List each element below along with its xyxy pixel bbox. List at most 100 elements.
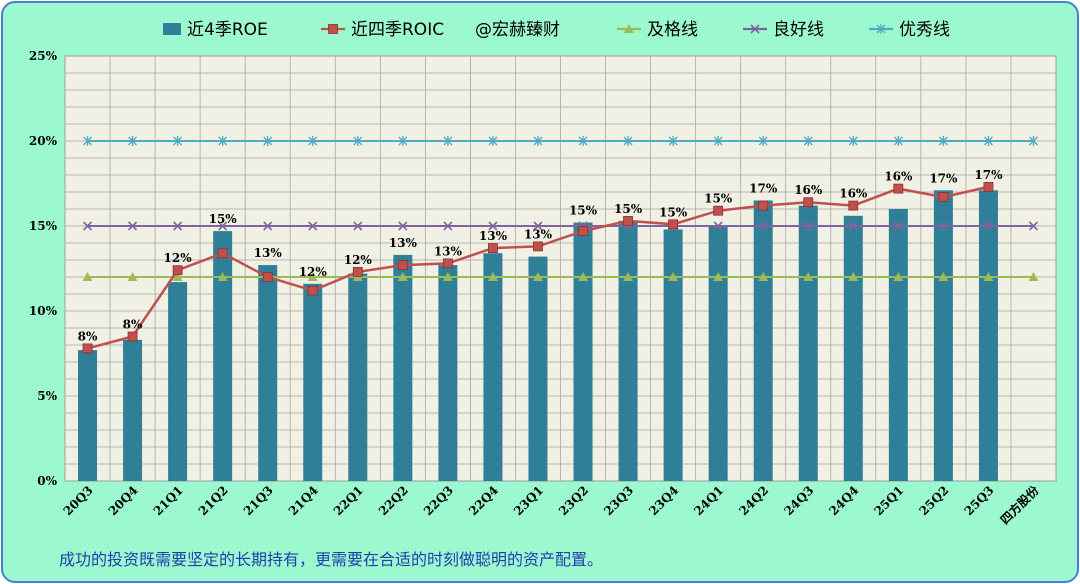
- x-tick-label: 24Q1: [691, 483, 726, 518]
- data-label: 13%: [254, 246, 283, 260]
- threshold-line-marker: [713, 272, 724, 281]
- x-tick-label: 22Q2: [376, 483, 411, 518]
- data-label: 15%: [659, 205, 688, 219]
- x-tick-label: 21Q4: [286, 483, 321, 518]
- threshold-line-marker: [803, 221, 813, 231]
- legend-marker: [624, 24, 634, 33]
- threshold-line-marker: [82, 272, 93, 281]
- data-label: 15%: [569, 204, 598, 218]
- threshold-line-marker: [307, 272, 318, 281]
- threshold-line-marker: [758, 272, 769, 281]
- roic-line-marker: [578, 226, 588, 237]
- roic-line-marker: [533, 241, 543, 252]
- threshold-line-marker: [938, 221, 948, 231]
- threshold-line-marker: [803, 136, 813, 146]
- threshold-line-marker: [848, 136, 858, 146]
- threshold-line-marker: [893, 272, 904, 281]
- roe-bar: [798, 205, 818, 481]
- data-label: 13%: [524, 227, 553, 241]
- data-label: 15%: [209, 212, 238, 226]
- data-label: 17%: [929, 171, 958, 185]
- roe-bar: [663, 229, 683, 481]
- threshold-line-marker: [172, 272, 183, 281]
- roe-bar: [393, 254, 413, 481]
- data-label: 12%: [299, 265, 328, 279]
- threshold-line-marker: [398, 221, 408, 231]
- roic-line-marker: [893, 183, 904, 194]
- data-label: 15%: [704, 192, 733, 206]
- roe-bar: [168, 282, 188, 481]
- threshold-line-marker: [668, 272, 679, 281]
- y-tick-label: 0%: [37, 474, 57, 488]
- roic-line-marker: [262, 272, 273, 282]
- data-label: 13%: [479, 229, 508, 243]
- roic-line-marker: [983, 181, 994, 192]
- data-label: 16%: [794, 183, 823, 197]
- threshold-line-marker: [308, 221, 318, 231]
- legend-label: 优秀线: [899, 20, 950, 40]
- x-tick-label: 21Q3: [241, 483, 276, 518]
- x-tick-label: 24Q4: [826, 483, 861, 518]
- roe-bar: [843, 215, 863, 482]
- roic-line-marker: [758, 200, 769, 211]
- threshold-line-marker: [533, 136, 543, 146]
- x-tick-label: 21Q2: [196, 483, 231, 518]
- data-label: 16%: [884, 170, 913, 184]
- y-tick-label: 25%: [29, 49, 58, 63]
- threshold-line-marker: [668, 136, 678, 146]
- roic-line-marker: [217, 248, 228, 259]
- threshold-line-marker: [488, 136, 498, 146]
- roe-bar: [573, 222, 593, 481]
- x-tick-label: 22Q1: [331, 483, 366, 518]
- roic-line-marker: [307, 285, 318, 296]
- threshold-line-marker: [623, 136, 633, 146]
- threshold-line-marker: [578, 136, 588, 146]
- roe-bar: [708, 226, 728, 481]
- data-label: 8%: [78, 329, 98, 343]
- threshold-line-marker: [82, 221, 93, 231]
- threshold-line-marker: [758, 136, 768, 146]
- data-label: 8%: [123, 318, 143, 332]
- threshold-line-marker: [173, 221, 183, 231]
- x-tick-label: 四方股份: [997, 482, 1042, 527]
- threshold-line-marker: [218, 221, 228, 231]
- threshold-line-marker: [217, 272, 228, 281]
- legend-marker: [876, 24, 886, 34]
- threshold-line-marker: [397, 272, 408, 281]
- threshold-line-marker: [398, 136, 408, 146]
- legend-label: 良好线: [773, 20, 824, 40]
- roe-bar: [438, 265, 458, 481]
- roe-bar: [348, 273, 368, 481]
- legend-watermark: @宏赫臻财: [475, 20, 560, 40]
- x-tick-label: 22Q4: [466, 483, 501, 518]
- threshold-line-marker: [713, 221, 723, 231]
- data-label: 17%: [749, 182, 778, 196]
- roic-line-marker: [938, 192, 949, 203]
- threshold-line-marker: [938, 136, 948, 146]
- threshold-line-marker: [578, 272, 589, 281]
- threshold-line-marker: [353, 136, 363, 146]
- y-tick-label: 10%: [29, 304, 58, 318]
- roe-bar: [303, 283, 323, 481]
- threshold-line-marker: [533, 221, 543, 231]
- threshold-line-marker: [848, 272, 859, 281]
- data-label: 17%: [974, 168, 1003, 182]
- legend-label: 及格线: [647, 20, 698, 40]
- roic-line-marker: [488, 243, 498, 254]
- x-tick-label: 20Q4: [106, 483, 141, 518]
- chart-svg: 0% 5% 10% 15% 20% 25% 8% 8% 12% 15% 13% 12% 12% 13% 13…: [29, 20, 1057, 527]
- x-tick-label: 23Q1: [511, 483, 546, 518]
- x-tick-label: 23Q3: [601, 483, 636, 518]
- roic-line-marker: [127, 331, 138, 342]
- data-label: 12%: [164, 251, 193, 265]
- legend-marker: [750, 24, 760, 34]
- threshold-line-marker: [127, 272, 138, 281]
- roic-line-marker: [442, 258, 453, 269]
- threshold-line-marker: [893, 221, 903, 231]
- data-label: 16%: [839, 187, 868, 201]
- threshold-line-marker: [173, 136, 183, 146]
- y-tick-label: 20%: [29, 134, 58, 148]
- roe-bar: [888, 209, 908, 481]
- roe-bar: [483, 253, 503, 481]
